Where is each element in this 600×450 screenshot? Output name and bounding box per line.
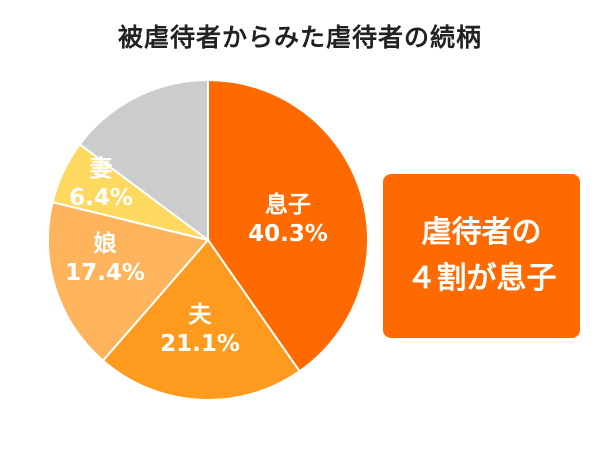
slice-value-label-0: 40.3%	[248, 221, 328, 247]
callout-box: 虐待者の ４割が息子	[383, 174, 580, 338]
slice-value-label-1: 21.1%	[160, 331, 240, 357]
chart-title: 被虐待者からみた虐待者の続柄	[117, 23, 482, 52]
pie-slice-0	[207, 78, 369, 373]
slice-label-1: 夫	[189, 302, 213, 328]
pie-slice-2	[47, 200, 210, 363]
callout-line-2: ４割が息子	[406, 261, 557, 296]
pie-slice-1	[101, 238, 301, 401]
pie-slice-4	[78, 78, 209, 242]
slice-label-0: 息子	[265, 191, 311, 218]
slice-label-3: 妻	[90, 155, 113, 182]
callout-line-1: 虐待者の	[421, 214, 542, 250]
slice-value-label-2: 17.4%	[65, 260, 145, 286]
slice-label-2: 娘	[94, 230, 117, 257]
slice-value-label-3: 6.4%	[69, 185, 133, 211]
